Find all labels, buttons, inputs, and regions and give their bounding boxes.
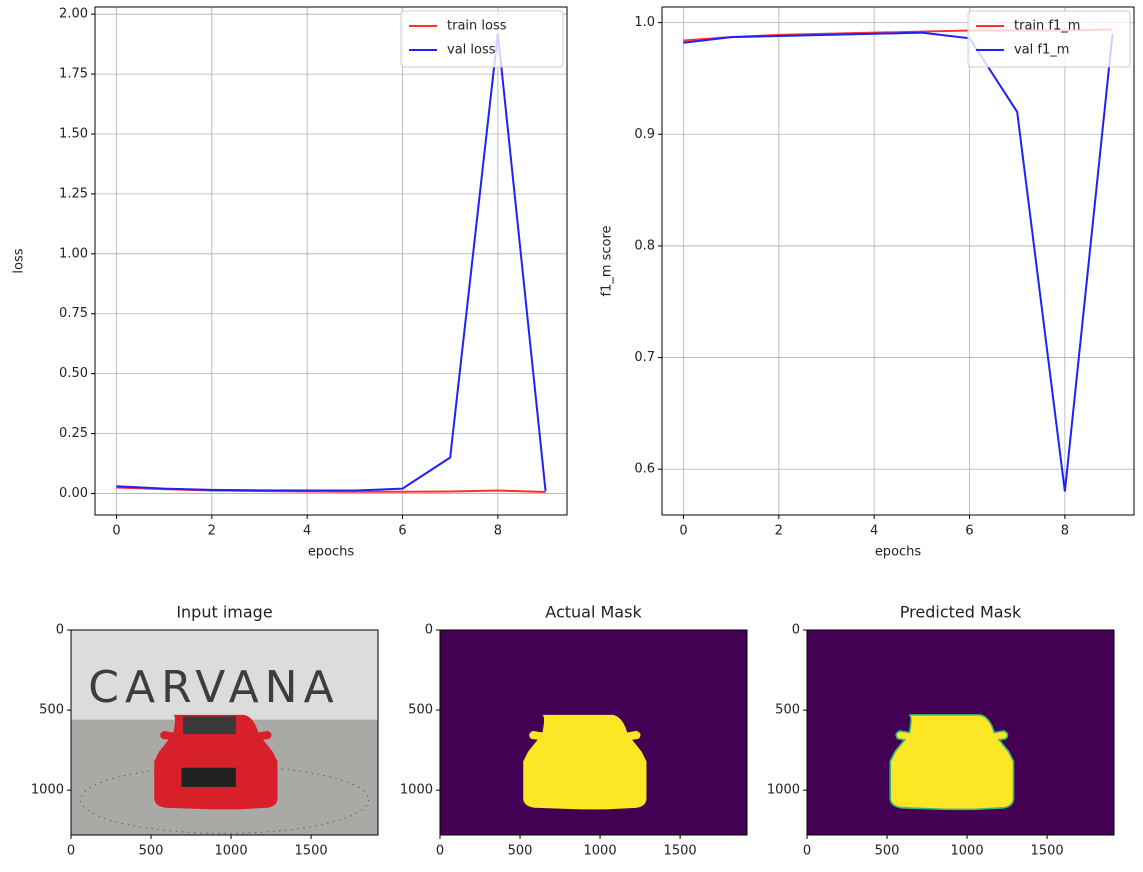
x-tick-label: 1000 [584,844,617,859]
x-tick-label: 0 [803,844,811,859]
x-tick-label: 2 [208,524,216,539]
x-tick-label: 500 [139,844,164,859]
panel-title: Input image [176,603,272,622]
y-tick-label: 1.75 [59,67,88,82]
legend-label: val f1_m [1014,43,1069,58]
x-tick-label: 0 [112,524,120,539]
x-tick-label: 0 [436,844,444,859]
input-photo [71,630,378,835]
y-tick-label: 500 [775,703,800,718]
y-tick-label: 0 [425,623,433,638]
y-tick-label: 1.50 [59,127,88,142]
y-tick-label: 0.9 [634,127,655,142]
y-tick-label: 0.75 [59,306,88,321]
panel-title: Actual Mask [545,603,642,622]
x-tick-label: 8 [1061,524,1069,539]
y-tick-label: 1000 [767,783,800,798]
x-tick-label: 1500 [295,844,328,859]
y-axis-label: f1_m score [600,225,615,296]
x-tick-label: 1000 [951,844,984,859]
x-tick-label: 0 [67,844,75,859]
x-tick-label: 1500 [1031,844,1064,859]
y-tick-label: 500 [408,703,433,718]
y-tick-label: 500 [39,703,64,718]
y-tick-label: 0.50 [59,366,88,381]
x-tick-label: 1500 [664,844,697,859]
y-tick-label: 1.25 [59,186,88,201]
y-tick-label: 1.0 [634,15,655,30]
y-tick-label: 0 [56,623,64,638]
figure: CARVANA 024680.000.250.500.751.001.251.5… [0,0,1143,872]
mask-image [807,630,1114,835]
y-tick-label: 0.6 [634,462,655,477]
x-tick-label: 6 [398,524,406,539]
x-tick-label: 8 [494,524,502,539]
legend-label: train f1_m [1014,19,1080,34]
y-axis-label: loss [12,248,27,273]
x-tick-label: 500 [875,844,900,859]
photo-text: CARVANA [88,662,339,713]
axes-frame [95,7,567,515]
y-tick-label: 0.8 [634,238,655,253]
y-tick-label: 0.00 [59,486,88,501]
x-tick-label: 500 [508,844,533,859]
x-tick-label: 4 [303,524,311,539]
y-tick-label: 0 [792,623,800,638]
mask-image [440,630,747,835]
y-tick-label: 1.00 [59,246,88,261]
axes-frame [662,7,1134,515]
y-tick-label: 1000 [400,783,433,798]
legend-label: val loss [447,43,496,58]
y-tick-label: 1000 [31,783,64,798]
y-tick-label: 0.7 [634,350,655,365]
legend-label: train loss [447,19,507,34]
y-tick-label: 0.25 [59,426,88,441]
y-tick-label: 2.00 [59,7,88,22]
x-axis-label: epochs [308,545,355,560]
panel-title: Predicted Mask [900,603,1022,622]
x-tick-label: 0 [679,524,687,539]
x-tick-label: 2 [775,524,783,539]
x-axis-label: epochs [875,545,922,560]
x-tick-label: 4 [870,524,878,539]
x-tick-label: 6 [965,524,973,539]
series-line [683,33,1112,492]
series-line [116,33,545,491]
x-tick-label: 1000 [215,844,248,859]
